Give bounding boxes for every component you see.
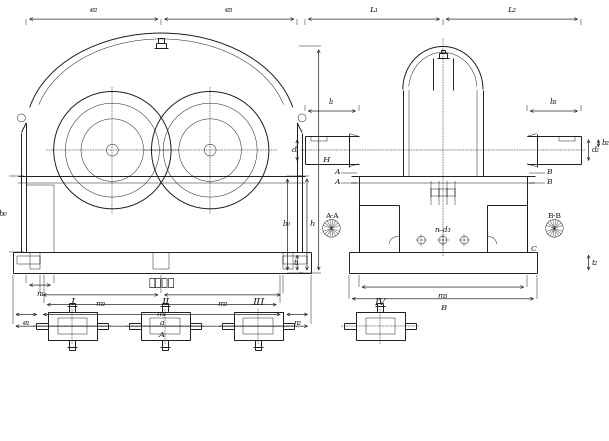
Text: m₂: m₂ (217, 300, 228, 308)
Text: A: A (159, 331, 165, 339)
Text: B: B (440, 304, 446, 312)
Text: A: A (334, 179, 340, 187)
Bar (244, 318, 273, 334)
Bar (234, 313, 283, 340)
Text: e₁: e₁ (23, 319, 30, 327)
Text: L₁: L₁ (370, 6, 378, 14)
Bar (58, 318, 87, 334)
Text: A: A (334, 168, 340, 176)
Text: A-A: A-A (325, 212, 338, 220)
Text: a: a (160, 319, 164, 327)
Text: II: II (161, 298, 169, 307)
Text: B-B: B-B (547, 212, 561, 220)
Text: b₂: b₂ (601, 139, 609, 147)
Text: n₂: n₂ (294, 319, 301, 327)
Text: b₀: b₀ (283, 220, 290, 228)
Text: IV: IV (375, 298, 386, 307)
Text: B: B (546, 179, 551, 187)
Text: I: I (70, 298, 74, 307)
Text: n–d₃: n–d₃ (435, 226, 451, 234)
Text: B: B (546, 168, 551, 176)
Text: t₁: t₁ (294, 258, 300, 267)
Text: d₁: d₁ (292, 146, 300, 154)
Bar (48, 313, 97, 340)
Text: e₂: e₂ (90, 6, 98, 14)
Text: 装配型式: 装配型式 (148, 278, 175, 288)
Text: b₀: b₀ (0, 210, 8, 218)
Text: l₁: l₁ (329, 98, 335, 106)
Text: e₃: e₃ (225, 6, 233, 14)
Bar (141, 313, 189, 340)
Text: h: h (310, 220, 315, 228)
Text: L₂: L₂ (507, 6, 516, 14)
Bar (150, 318, 180, 334)
Text: III: III (252, 298, 264, 307)
Text: H: H (323, 156, 330, 164)
Text: m₁: m₁ (157, 310, 167, 318)
Text: m₂: m₂ (96, 300, 106, 308)
Text: m₃: m₃ (438, 292, 448, 300)
Bar (356, 313, 405, 340)
Text: n₁: n₁ (36, 290, 44, 298)
Bar (365, 318, 395, 334)
Text: t₂: t₂ (591, 258, 597, 267)
Text: C: C (531, 245, 537, 253)
Text: b₁: b₁ (550, 98, 558, 106)
Text: d₂: d₂ (591, 146, 599, 154)
